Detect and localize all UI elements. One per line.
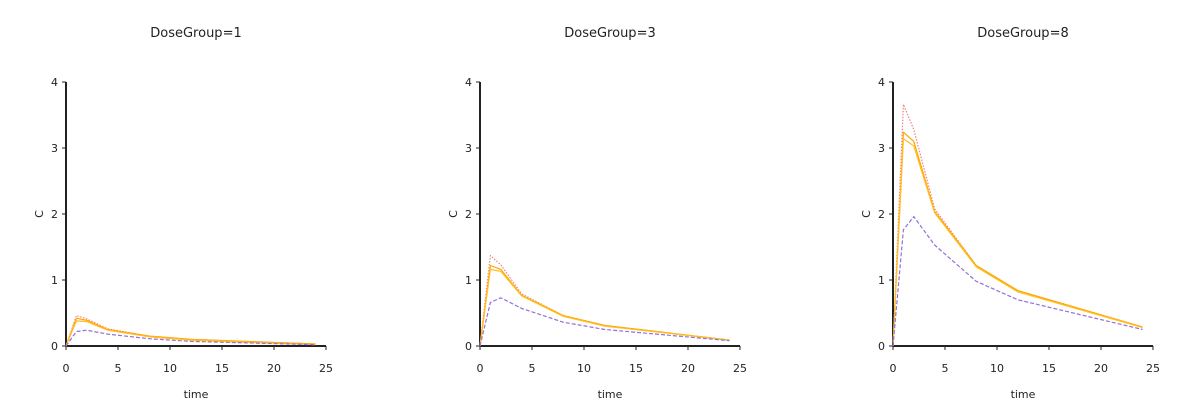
chart-title: DoseGroup=3 xyxy=(564,26,655,41)
x-tick-label: 15 xyxy=(215,362,229,375)
x-tick-label: 20 xyxy=(1094,362,1108,375)
x-tick-label: 15 xyxy=(629,362,643,375)
series-line-2 xyxy=(65,317,316,347)
y-tick-label: 3 xyxy=(465,142,472,155)
y-tick-label: 2 xyxy=(465,208,472,221)
x-axis-label: time xyxy=(1011,388,1036,401)
y-tick-label: 4 xyxy=(51,76,58,89)
x-tick-label: 15 xyxy=(1042,362,1056,375)
x-tick-label: 25 xyxy=(733,362,747,375)
y-axis-label: C xyxy=(33,210,46,218)
x-tick-label: 20 xyxy=(267,362,281,375)
x-tick-label: 25 xyxy=(319,362,333,375)
x-tick-label: 10 xyxy=(990,362,1004,375)
x-tick-label: 5 xyxy=(942,362,949,375)
chart-title: DoseGroup=1 xyxy=(150,26,241,41)
x-tick-label: 10 xyxy=(577,362,591,375)
y-axis-label: C xyxy=(860,210,873,218)
y-tick-label: 2 xyxy=(51,208,58,221)
x-tick-label: 25 xyxy=(1146,362,1160,375)
x-tick-label: 5 xyxy=(529,362,536,375)
chart-panel-1: DoseGroup=1 0 1 2 3 4 0 5 10 15 20 25 time C xyxy=(33,26,333,401)
chart-panel-3: DoseGroup=8 0 1 2 3 4 0 5 10 15 20 25 time C xyxy=(860,26,1160,401)
series-line-4 xyxy=(892,216,1143,347)
y-tick-label: 3 xyxy=(878,142,885,155)
series-line-4 xyxy=(65,329,316,347)
chart-panel-2: DoseGroup=3 0 1 2 3 4 0 5 10 15 20 25 time C xyxy=(447,26,747,401)
chart-title: DoseGroup=8 xyxy=(977,26,1068,41)
series-line-3 xyxy=(65,320,316,347)
x-tick-label: 10 xyxy=(163,362,177,375)
y-tick-label: 1 xyxy=(465,274,472,287)
x-axis-label: time xyxy=(598,388,623,401)
series-line-1 xyxy=(479,255,730,347)
x-tick-label: 5 xyxy=(115,362,122,375)
y-tick-label: 0 xyxy=(878,340,885,353)
y-tick-label: 1 xyxy=(51,274,58,287)
series-line-3 xyxy=(479,268,730,347)
x-axis-label: time xyxy=(184,388,209,401)
y-tick-label: 2 xyxy=(878,208,885,221)
y-tick-label: 4 xyxy=(465,76,472,89)
y-tick-label: 4 xyxy=(878,76,885,89)
y-tick-label: 1 xyxy=(878,274,885,287)
x-tick-label: 20 xyxy=(681,362,695,375)
y-tick-label: 0 xyxy=(51,340,58,353)
series-line-3 xyxy=(892,138,1143,347)
x-tick-label: 0 xyxy=(890,362,897,375)
series-line-1 xyxy=(892,103,1143,347)
y-axis-label: C xyxy=(447,210,460,218)
series-line-4 xyxy=(479,297,730,347)
series-line-2 xyxy=(892,131,1143,347)
x-tick-label: 0 xyxy=(477,362,484,375)
y-tick-label: 0 xyxy=(465,340,472,353)
x-tick-label: 0 xyxy=(63,362,70,375)
y-tick-label: 3 xyxy=(51,142,58,155)
